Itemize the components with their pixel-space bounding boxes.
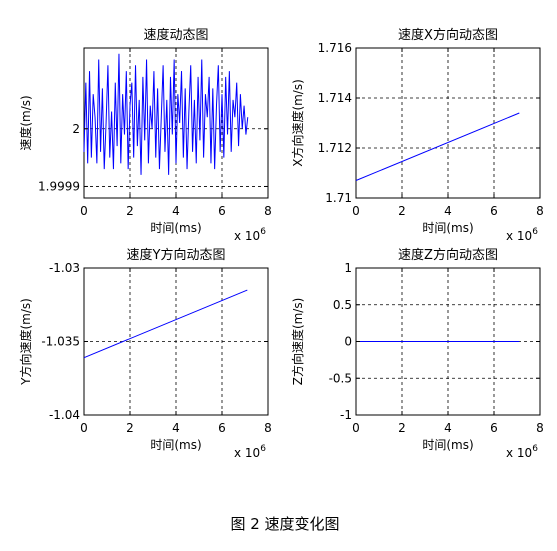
speed-x-multiplier: x 106	[234, 227, 266, 243]
speed-z-x-axis-label: 时间(ms)	[422, 438, 473, 452]
speed-x-x-tick-label: 6	[490, 204, 498, 218]
speed-y-x-tick-label: 4	[172, 421, 180, 435]
speed-y-x-tick-label: 6	[218, 421, 226, 435]
speed-y-y-tick-label: -1.035	[41, 335, 80, 349]
speed-chart-title: 速度动态图	[143, 27, 208, 43]
speed-x-tick-label: 0	[80, 204, 88, 218]
speed-x-chart-title: 速度X方向动态图	[398, 27, 498, 43]
speed-y-chart-title: 速度Y方向动态图	[127, 247, 226, 263]
speed-y-axis-label: 速度(m/s)	[18, 95, 33, 150]
speed-z-x-tick-label: 2	[398, 421, 406, 435]
speed-z-x-tick-label: 6	[490, 421, 498, 435]
speed-z-chart-title: 速度Z方向动态图	[398, 247, 498, 263]
speed-x-x-tick-label: 2	[398, 204, 406, 218]
speed-y-y-axis-label: Y方向速度(m/s)	[18, 298, 33, 386]
speed-series-line	[83, 53, 249, 175]
speed-x-tick-label: 6	[218, 204, 226, 218]
figure-caption: 图 2 速度变化图	[230, 515, 339, 533]
speed-x-y-axis-label: X方向速度(m/s)	[290, 79, 305, 167]
speed-x-tick-label: 8	[264, 204, 272, 218]
speed-y-x-tick-label: 2	[126, 421, 134, 435]
speed-x-axis-label: 时间(ms)	[150, 221, 201, 235]
speed-x-x-tick-label: 4	[444, 204, 452, 218]
speed-z-x-tick-label: 8	[536, 421, 544, 435]
speed-z-y-tick-label: -0.5	[329, 371, 352, 385]
speed-x-y-tick-label: 1.714	[318, 91, 352, 105]
speed-x-x-tick-label: 8	[536, 204, 544, 218]
speed-y-series-line	[83, 289, 248, 359]
speed-z-x-tick-label: 4	[444, 421, 452, 435]
speed-y-x-axis-label: 时间(ms)	[150, 438, 201, 452]
speed-y-y-tick-label: -1.03	[49, 261, 80, 275]
speed-z-x-multiplier: x 106	[506, 444, 538, 460]
speed-x-tick-label: 4	[172, 204, 180, 218]
speed-x-y-tick-label: 1.712	[318, 141, 352, 155]
speed-x-series-line	[355, 112, 520, 181]
speed-x-x-multiplier: x 106	[506, 227, 538, 243]
speed-y-x-multiplier: x 106	[234, 444, 266, 460]
speed-z-y-tick-label: -1	[340, 408, 352, 422]
speed-x-x-axis-label: 时间(ms)	[422, 221, 473, 235]
speed-z-y-tick-label: 1	[344, 261, 352, 275]
speed-z-y-tick-label: 0.5	[333, 298, 352, 312]
speed-y-tick-label: 1.9999	[38, 179, 80, 193]
speed-y-tick-label: 2	[72, 122, 80, 136]
speed-y-x-tick-label: 8	[264, 421, 272, 435]
speed-z-y-axis-label: Z方向速度(m/s)	[290, 298, 305, 386]
speed-x-tick-label: 2	[126, 204, 134, 218]
speed-z-x-tick-label: 0	[352, 421, 360, 435]
speed-y-x-tick-label: 0	[80, 421, 88, 435]
speed-x-x-tick-label: 0	[352, 204, 360, 218]
speed-x-y-tick-label: 1.71	[325, 191, 352, 205]
speed-x-y-tick-label: 1.716	[318, 41, 352, 55]
speed-y-y-tick-label: -1.04	[49, 408, 80, 422]
speed-z-y-tick-label: 0	[344, 335, 352, 349]
